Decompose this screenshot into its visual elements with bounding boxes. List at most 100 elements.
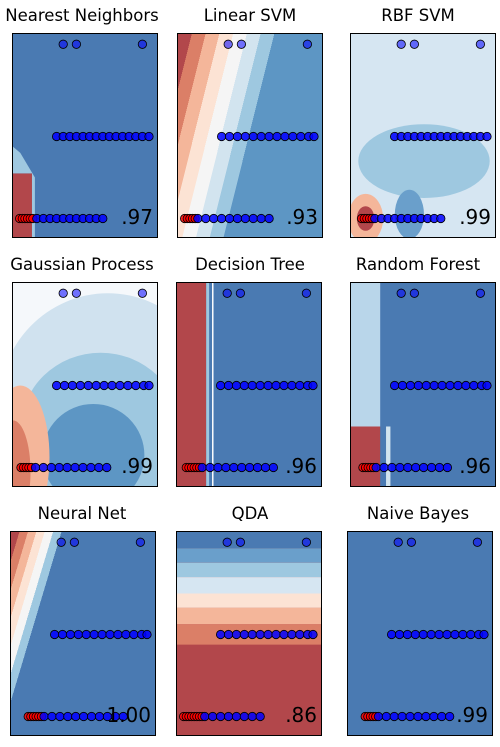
blue-point bbox=[89, 629, 99, 640]
blue-point bbox=[222, 537, 232, 547]
blue-point bbox=[62, 462, 72, 473]
blue-point bbox=[409, 288, 420, 298]
accuracy-score: .99 bbox=[456, 703, 488, 727]
blue-point bbox=[135, 537, 145, 547]
blue-point bbox=[482, 131, 492, 142]
accuracy-score: .86 bbox=[285, 703, 317, 727]
blue-point bbox=[65, 629, 76, 640]
blue-point bbox=[57, 629, 68, 640]
blue-point bbox=[411, 462, 421, 473]
blue-point bbox=[247, 711, 257, 722]
blue-point bbox=[453, 380, 463, 391]
blue-point bbox=[308, 629, 318, 640]
blue-point bbox=[240, 131, 250, 142]
blue-point bbox=[81, 629, 91, 640]
accuracy-score: .97 bbox=[121, 205, 153, 229]
blue-point bbox=[223, 380, 234, 391]
blue-point bbox=[231, 380, 242, 391]
blue-point bbox=[272, 131, 282, 142]
blue-point bbox=[256, 213, 266, 224]
blue-point bbox=[63, 711, 73, 722]
blue-point bbox=[288, 131, 298, 142]
blue-point bbox=[458, 629, 468, 640]
blue-point bbox=[475, 39, 485, 49]
blue-point bbox=[71, 39, 82, 49]
blue-point bbox=[232, 131, 243, 142]
blue-point bbox=[397, 711, 407, 722]
blue-point bbox=[434, 462, 445, 473]
blue-point bbox=[264, 213, 274, 224]
decision-surface bbox=[13, 283, 157, 486]
blue-point bbox=[224, 131, 235, 142]
blue-point bbox=[295, 629, 305, 640]
blue-point bbox=[200, 711, 210, 722]
blue-point bbox=[123, 380, 133, 391]
blue-point bbox=[469, 380, 479, 391]
blue-point bbox=[79, 711, 89, 722]
blue-point bbox=[442, 629, 452, 640]
blue-point bbox=[413, 711, 423, 722]
blue-point bbox=[239, 629, 249, 640]
blue-point bbox=[56, 537, 66, 547]
blue-point bbox=[475, 288, 485, 298]
blue-point bbox=[263, 629, 273, 640]
blue-point bbox=[71, 711, 81, 722]
blue-point bbox=[213, 462, 223, 473]
blue-point bbox=[83, 380, 93, 391]
blue-point bbox=[46, 462, 56, 473]
blue-point bbox=[419, 462, 429, 473]
blue-point bbox=[55, 711, 65, 722]
blue-point bbox=[296, 131, 306, 142]
blue-point bbox=[118, 711, 128, 722]
blue-point bbox=[393, 537, 403, 547]
blue-point bbox=[98, 213, 108, 224]
blue-point bbox=[396, 39, 406, 49]
blue-point bbox=[69, 537, 80, 547]
blue-point bbox=[237, 462, 247, 473]
blue-point bbox=[205, 462, 215, 473]
blue-point bbox=[49, 629, 60, 640]
blue-point bbox=[137, 288, 147, 298]
blue-point bbox=[215, 629, 226, 640]
blue-point bbox=[410, 629, 420, 640]
blue-point bbox=[197, 462, 207, 473]
blue-point bbox=[39, 711, 49, 722]
decision-surface bbox=[348, 532, 492, 735]
blue-point bbox=[91, 380, 101, 391]
blue-point bbox=[413, 380, 423, 391]
chart-title: RBF SVM bbox=[381, 6, 455, 25]
decision-region bbox=[351, 426, 381, 486]
blue-point bbox=[239, 380, 249, 391]
blue-point bbox=[113, 629, 123, 640]
blue-point bbox=[308, 380, 318, 391]
blue-point bbox=[215, 711, 226, 722]
blue-point bbox=[287, 629, 297, 640]
blue-point bbox=[268, 462, 279, 473]
decision-region bbox=[177, 283, 207, 486]
blue-point bbox=[264, 131, 274, 142]
decision-surface bbox=[177, 532, 321, 735]
chart-panel: Linear SVM .93 bbox=[170, 6, 330, 241]
plot-area: .99 bbox=[350, 33, 496, 238]
blue-point bbox=[271, 629, 281, 640]
blue-point bbox=[434, 629, 444, 640]
decision-region bbox=[351, 283, 381, 427]
blue-point bbox=[223, 711, 234, 722]
decision-surface bbox=[351, 34, 495, 237]
decision-region bbox=[177, 593, 321, 608]
chart-title: Decision Tree bbox=[195, 255, 305, 274]
blue-point bbox=[240, 213, 250, 224]
blue-point bbox=[107, 380, 117, 391]
blue-point bbox=[405, 380, 416, 391]
blue-point bbox=[30, 462, 41, 473]
plot-area: .97 bbox=[12, 33, 158, 238]
blue-point bbox=[223, 629, 234, 640]
blue-point bbox=[231, 629, 242, 640]
decision-region bbox=[177, 532, 321, 549]
blue-point bbox=[78, 462, 88, 473]
plot-area: .99 bbox=[12, 282, 158, 487]
decision-surface bbox=[177, 283, 321, 486]
blue-point bbox=[105, 629, 115, 640]
blue-point bbox=[54, 462, 64, 473]
blue-point bbox=[121, 629, 131, 640]
